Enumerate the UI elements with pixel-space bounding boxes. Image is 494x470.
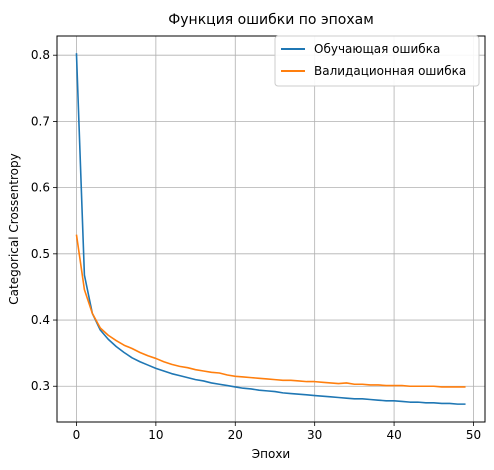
x-tick-label: 50 bbox=[466, 428, 481, 442]
y-tick-label: 0.4 bbox=[31, 313, 50, 327]
x-tick-label: 0 bbox=[73, 428, 81, 442]
x-tick-label: 20 bbox=[228, 428, 243, 442]
y-tick-label: 0.7 bbox=[31, 114, 50, 128]
validation-loss-line bbox=[75, 234, 466, 388]
grid-lines bbox=[57, 36, 485, 422]
y-tick-label: 0.3 bbox=[31, 379, 50, 393]
x-tick-label: 40 bbox=[386, 428, 401, 442]
legend: Обучающая ошибка Валидационная ошибка bbox=[274, 35, 480, 87]
x-tick-label: 30 bbox=[307, 428, 322, 442]
y-tick-label: 0.8 bbox=[31, 48, 50, 62]
plot-frame bbox=[56, 35, 486, 423]
legend-box bbox=[274, 35, 480, 87]
series-lines bbox=[75, 53, 466, 405]
chart-title: Функция ошибки по эпохам bbox=[168, 12, 374, 28]
y-tick-label: 0.6 bbox=[31, 181, 50, 195]
axis-ticks: 0 10 20 30 40 50 0.3 0.4 0.5 0.6 0.7 0.8 bbox=[31, 48, 481, 442]
y-tick-label: 0.5 bbox=[31, 247, 50, 261]
legend-label-validation: Валидационная ошибка bbox=[314, 64, 466, 78]
x-axis-label: Эпохи bbox=[252, 447, 290, 461]
train-loss-line bbox=[75, 53, 466, 405]
x-tick-label: 10 bbox=[148, 428, 163, 442]
y-axis-label: Categorical Crossentropy bbox=[7, 153, 21, 304]
plot-area bbox=[57, 36, 485, 422]
legend-label-train: Обучающая ошибка bbox=[314, 42, 440, 56]
